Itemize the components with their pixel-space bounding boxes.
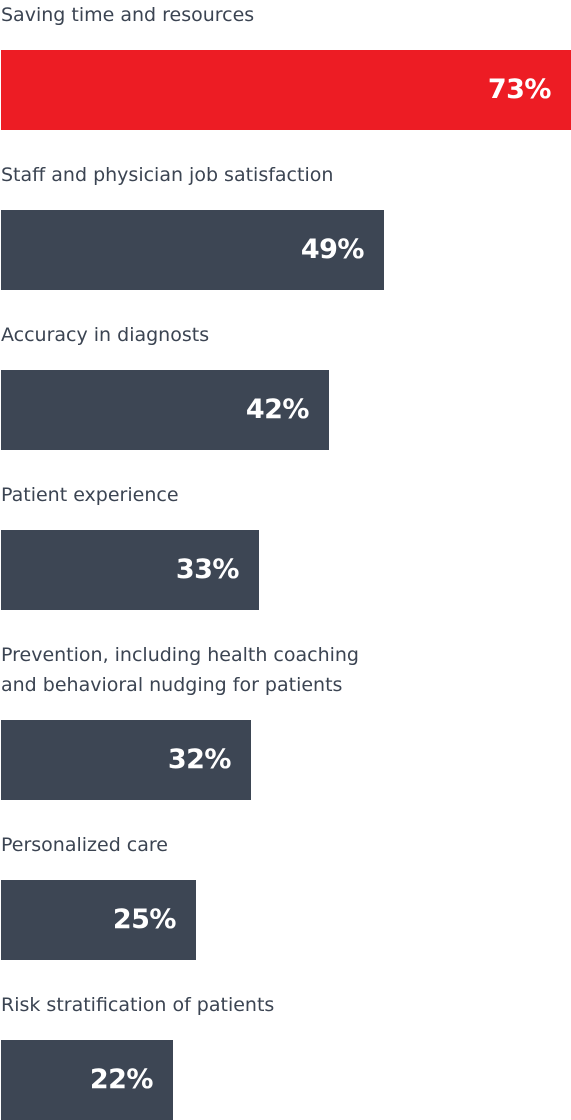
bar-patient-experience: 33% [1,530,259,610]
category-label-patient-experience: Patient experience [1,484,179,506]
value-label-prevention: 32% [167,744,232,775]
value-label-accuracy: 42% [245,394,310,425]
value-label-saving-time: 73% [487,74,552,105]
bar-job-satisfaction: 49% [1,210,384,290]
category-label-accuracy: Accuracy in diagnosts [1,324,210,346]
bar-prevention: 32% [1,720,251,800]
value-label-patient-experience: 33% [175,554,240,585]
value-label-personalized-care: 25% [112,904,177,935]
category-label-risk-stratification: Risk stratification of patients [1,994,275,1016]
category-label-personalized-care: Personalized care [1,834,168,856]
bar-saving-time: 73% [1,50,571,130]
category-label-saving-time: Saving time and resources [1,4,255,26]
bar-accuracy: 42% [1,370,329,450]
value-label-job-satisfaction: 49% [300,234,365,265]
category-label-prevention: Prevention, including health coaching an… [1,644,359,696]
category-label-job-satisfaction: Staff and physician job satisfaction [1,164,334,186]
value-label-risk-stratification: 22% [89,1064,154,1095]
bar-personalized-care: 25% [1,880,196,960]
bar-risk-stratification: 22% [1,1040,173,1120]
